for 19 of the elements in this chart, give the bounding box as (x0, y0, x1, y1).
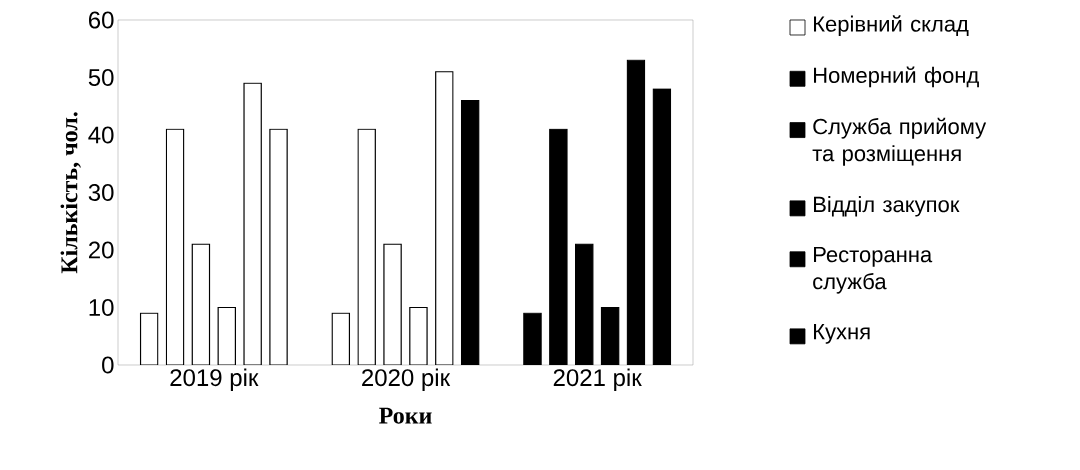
y-tick-label: 10 (89, 299, 114, 316)
y-tick-label: 30 (88, 184, 114, 201)
y-tick-label: 40 (88, 126, 114, 144)
y-tick-label: 50 (88, 69, 114, 86)
legend-label: Номерний фонд (814, 66, 979, 88)
legend-label: Керівний склад (814, 15, 969, 37)
bar (269, 128, 288, 365)
x-tick-label: 2020 рік (362, 368, 451, 391)
legend-label: Служба прийому та розміщення (812, 117, 987, 166)
y-axis-title: Кількість, чол. (60, 112, 81, 274)
legend-label: Кухня (814, 324, 870, 344)
x-axis-title: Роки (379, 407, 432, 424)
legend-label: Відділ закупок (814, 196, 960, 217)
x-tick-label: 2021 рік (553, 368, 642, 391)
y-tick-label: 20 (88, 241, 114, 259)
y-tick-label: 60 (89, 11, 114, 29)
y-tick-label: 0 (102, 356, 114, 374)
legend-label: Ресторанна служба (813, 246, 933, 294)
x-tick-label: 2019 рік (170, 368, 259, 391)
